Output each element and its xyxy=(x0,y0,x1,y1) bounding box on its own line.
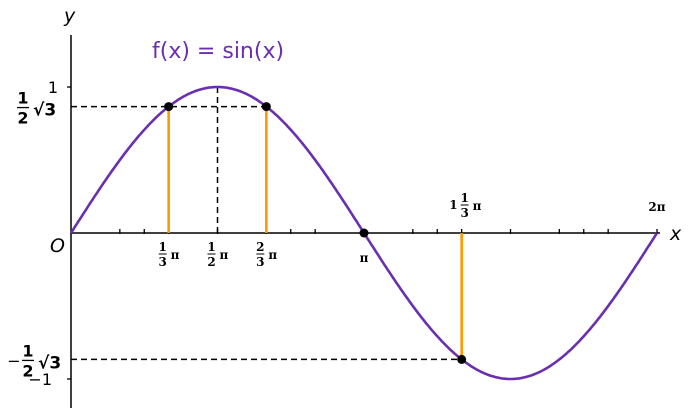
y-tick-label: 1 xyxy=(17,89,28,108)
x-tick-label-text: 3 xyxy=(460,206,468,220)
x-tick-label-text: π xyxy=(220,248,229,262)
x-axis-label: x xyxy=(669,223,682,245)
y-tick-label: 2 xyxy=(17,109,28,128)
y-axis-label: y xyxy=(63,5,76,27)
data-point xyxy=(164,102,174,112)
x-tick-label: π xyxy=(360,251,369,265)
x-tick-label-text: 3 xyxy=(158,255,166,269)
x-tick-label: 2π xyxy=(648,200,665,214)
data-point xyxy=(359,228,369,238)
chart-title: f(x) = sin(x) xyxy=(152,39,284,64)
x-tick-label-text: 1 xyxy=(158,240,166,254)
origin-label: O xyxy=(50,235,65,257)
y-tick-label: 1 xyxy=(22,341,33,360)
x-tick-label-text: 1 xyxy=(460,191,468,205)
y-tick-label: 2 xyxy=(22,361,33,380)
data-point xyxy=(261,102,271,112)
x-tick-label-text: 1 xyxy=(449,198,457,212)
y-tick-label: √3 xyxy=(33,101,56,121)
axes xyxy=(70,35,660,408)
x-tick-label-text: 3 xyxy=(256,255,264,269)
y-tick-label: −1 xyxy=(28,370,52,389)
y-tick-label: 1 xyxy=(48,78,58,97)
x-tick-label-text: 1 xyxy=(207,240,215,254)
data-point xyxy=(457,354,467,364)
x-tick-label-text: π xyxy=(171,248,180,262)
y-tick-label: − xyxy=(7,351,20,370)
x-tick-label-text: 2 xyxy=(207,255,215,269)
x-tick-label-text: π xyxy=(473,199,482,213)
y-tick-label: √3 xyxy=(38,353,61,373)
x-tick-label-text: 2 xyxy=(256,240,264,254)
x-tick-label-text: π xyxy=(268,248,277,262)
